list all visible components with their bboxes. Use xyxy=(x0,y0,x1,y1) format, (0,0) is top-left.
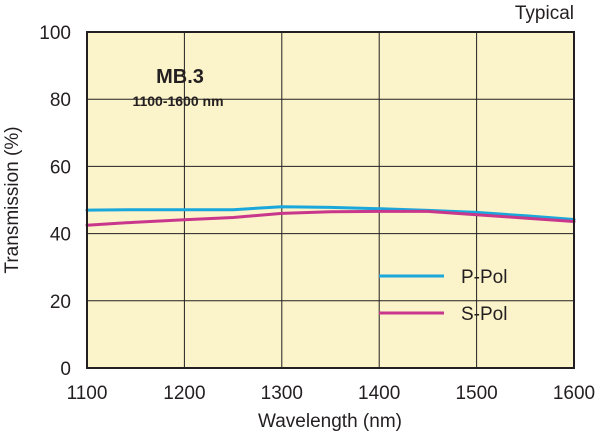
legend: P-Pol S-Pol xyxy=(379,267,507,325)
x-tick-label: 1300 xyxy=(261,383,303,404)
x-tick-label: 1500 xyxy=(455,383,497,404)
x-tick-labels: 1100 1200 1300 1400 1500 1600 xyxy=(67,383,596,404)
legend-label-p-pol: P-Pol xyxy=(461,267,507,288)
y-tick-label: 0 xyxy=(60,359,71,380)
x-axis-title: Wavelength (nm) xyxy=(258,411,402,432)
typical-note: Typical xyxy=(515,3,574,24)
chart-title: MB.3 xyxy=(156,66,204,88)
series-group xyxy=(85,205,576,227)
y-tick-labels: 0 20 40 60 80 100 xyxy=(39,23,71,380)
x-tick-label: 1600 xyxy=(553,383,595,404)
y-axis-title: Transmission (%) xyxy=(2,126,23,273)
y-tick-label: 40 xyxy=(50,225,71,246)
x-tick-label: 1400 xyxy=(358,383,400,404)
y-tick-label: 60 xyxy=(50,157,71,178)
y-tick-label: 80 xyxy=(50,90,71,111)
series-line-p-pol xyxy=(85,205,576,221)
y-tick-label: 100 xyxy=(39,23,71,44)
chart-subtitle: 1100-1600 nm xyxy=(132,93,223,109)
grid xyxy=(87,32,574,368)
x-tick-label: 1100 xyxy=(67,383,108,404)
x-tick-label: 1200 xyxy=(163,383,205,404)
y-tick-label: 20 xyxy=(50,292,71,313)
series-line-s-pol xyxy=(85,209,576,227)
plot-area xyxy=(87,32,574,368)
legend-label-s-pol: S-Pol xyxy=(461,304,507,325)
plot-frame xyxy=(86,31,575,369)
